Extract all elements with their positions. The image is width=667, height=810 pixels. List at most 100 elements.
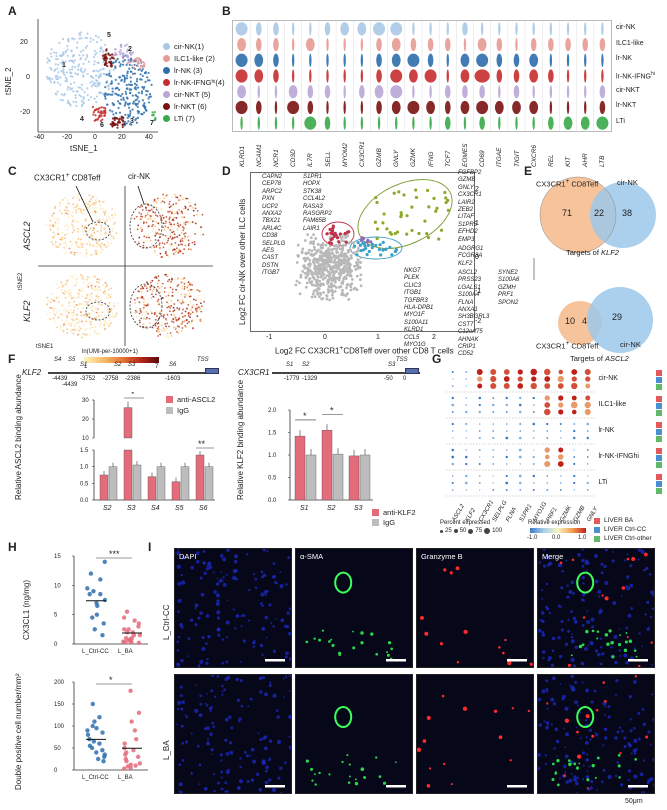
nucleus	[643, 568, 646, 572]
gene-label: S100A11	[404, 319, 429, 326]
tsne-point	[70, 49, 73, 52]
gene-point	[330, 293, 334, 297]
expression-point	[92, 229, 95, 232]
expression-point	[84, 300, 87, 303]
tsne-point	[76, 41, 79, 44]
gene-point	[327, 270, 330, 274]
violin-row-label: ILC1-like	[616, 39, 644, 47]
expression-point	[54, 205, 57, 208]
expression-point	[105, 285, 108, 288]
expression-point	[178, 234, 181, 237]
expression-point	[163, 314, 165, 316]
nucleus	[637, 558, 640, 561]
expression-point	[170, 243, 173, 246]
violin-shape	[412, 22, 415, 36]
expression-dot	[506, 449, 508, 451]
data-point	[129, 640, 134, 645]
nucleus	[247, 705, 250, 708]
tick-label: 0	[54, 642, 58, 648]
expression-point	[95, 295, 98, 297]
granzyme-stain	[564, 718, 570, 723]
expression-point	[182, 227, 185, 230]
panel-label-h: H	[8, 540, 17, 554]
tsne-point	[87, 98, 90, 102]
nucleus	[599, 637, 603, 640]
nucleus	[211, 721, 215, 725]
tsne-point	[50, 68, 53, 71]
tsne-point	[66, 88, 69, 91]
expression-point	[144, 310, 147, 313]
expression-point	[77, 220, 80, 223]
tsne-point	[112, 103, 115, 107]
expression-point	[115, 232, 118, 234]
nucleus	[598, 595, 601, 598]
tsne-point	[133, 63, 136, 67]
expression-point	[52, 310, 55, 313]
expression-point	[79, 208, 82, 211]
tsne-point	[92, 38, 95, 42]
expression-dot	[570, 401, 578, 409]
expression-point	[176, 330, 178, 333]
venn-top-left-label: CX3CR1+ CD8Teff	[536, 178, 599, 189]
expression-point	[67, 311, 70, 314]
expression-point	[102, 303, 104, 306]
data-point	[100, 730, 105, 735]
nucleus	[577, 704, 579, 707]
expression-point	[104, 227, 107, 230]
granzyme-stain	[563, 774, 567, 777]
violin-shape	[460, 69, 470, 83]
tsne-point	[55, 77, 58, 80]
granzyme-stain	[645, 735, 649, 739]
expression-point	[61, 242, 64, 245]
nucleus	[614, 660, 618, 665]
tsne-point	[99, 73, 102, 76]
nucleus	[638, 737, 641, 741]
nucleus	[604, 736, 608, 740]
expression-point	[106, 284, 108, 286]
expression-point	[88, 293, 91, 296]
tsne-point	[85, 44, 89, 48]
scale-bar-label: 50μm	[625, 798, 643, 805]
gene-point	[426, 235, 431, 240]
gene-point	[324, 249, 328, 253]
tsne-point	[136, 116, 140, 119]
expression-point	[103, 213, 106, 216]
expression-point	[167, 299, 170, 302]
nucleus	[574, 645, 579, 650]
expression-dot	[573, 481, 576, 485]
sma-stain	[551, 762, 555, 766]
tsne-point	[50, 80, 53, 84]
pointer-arrow	[137, 185, 145, 205]
expression-point	[173, 233, 176, 236]
gene-point	[302, 264, 305, 268]
expression-point	[89, 205, 91, 208]
gene-point	[307, 248, 311, 252]
expression-point	[177, 283, 180, 286]
gene-point	[334, 280, 337, 284]
expression-point	[172, 306, 175, 309]
nucleus	[651, 719, 654, 721]
expression-point	[179, 250, 182, 252]
expression-point	[95, 223, 98, 226]
expression-point	[87, 203, 90, 206]
nucleus	[282, 677, 285, 680]
nucleus	[557, 636, 561, 640]
tsne-point	[126, 50, 129, 53]
gene-point	[309, 240, 313, 244]
nucleus	[260, 570, 264, 574]
nucleus	[650, 615, 653, 619]
violin-gene-label: CD3D	[290, 149, 298, 167]
violin-shape	[412, 85, 415, 99]
expression-point	[179, 194, 182, 197]
granzyme-stain	[428, 767, 432, 770]
tsne-point	[126, 116, 129, 119]
gene-point	[312, 242, 315, 246]
expression-point	[90, 254, 93, 256]
data-point	[129, 719, 134, 724]
expression-dot	[465, 404, 467, 406]
expression-dot	[518, 410, 522, 414]
violin-shape	[309, 69, 312, 83]
tsne-point	[111, 121, 114, 124]
nucleus	[208, 706, 213, 711]
tick-label: 30	[82, 398, 89, 404]
